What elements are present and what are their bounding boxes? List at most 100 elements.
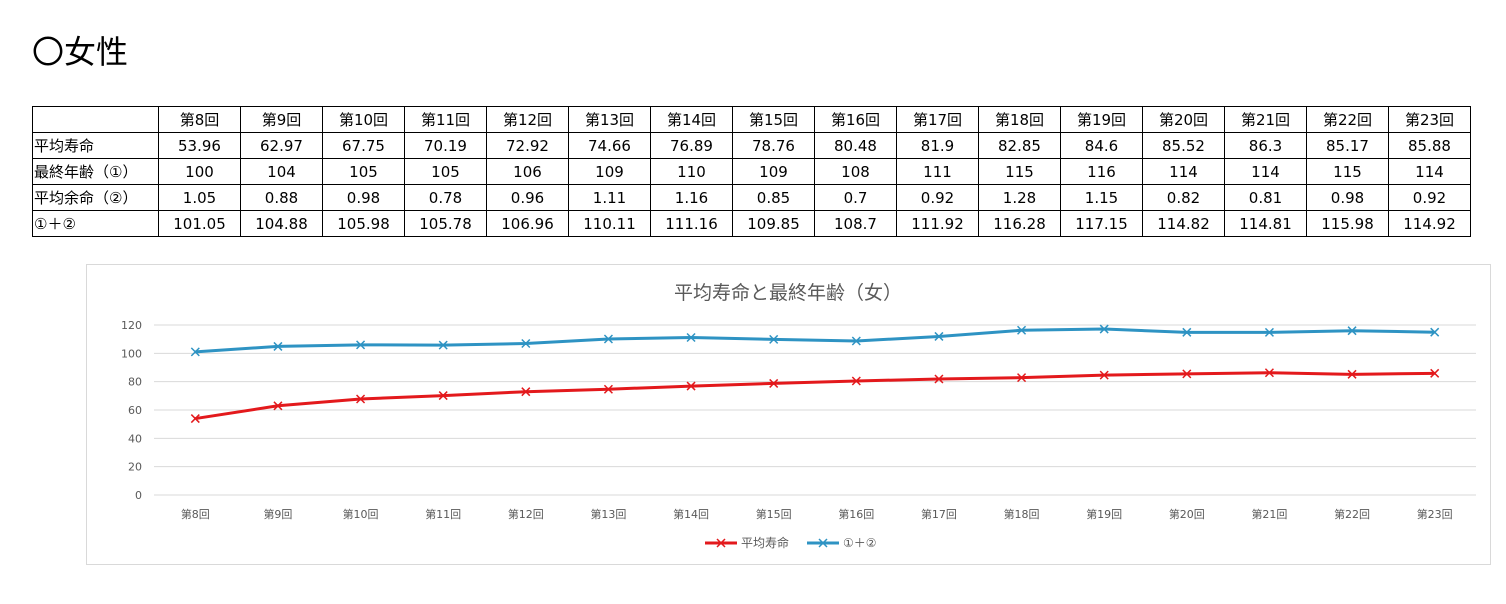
- x-tick-label: 第20回: [1169, 507, 1205, 521]
- x-tick-label: 第9回: [263, 507, 292, 521]
- table-cell: 115.98: [1306, 210, 1389, 237]
- table-cell: 82.85: [978, 132, 1061, 159]
- table-cell: 114.81: [1224, 210, 1307, 237]
- table-cell: 114: [1224, 158, 1307, 185]
- table-cell: 100: [158, 158, 241, 185]
- data-point-marker: [521, 387, 531, 397]
- table-column-header: 第12回: [486, 106, 569, 133]
- table-cell: 115: [1306, 158, 1389, 185]
- data-point-marker: [190, 347, 200, 357]
- table-cell: 110: [650, 158, 733, 185]
- line-chart: 平均寿命と最終年齢（女） 0 20 40 60 80 100 120 第8回 第9回 第10回 第…: [121, 282, 1476, 550]
- x-tick-label: 第15回: [756, 507, 792, 521]
- data-point-marker: [273, 401, 283, 411]
- table-header-row: 第8回 第9回 第10回 第11回 第12回 第13回 第14回 第15回 第16回 第17回 第1…: [32, 106, 1471, 133]
- table-cell: 0.98: [1306, 184, 1389, 211]
- data-point-marker: [1099, 370, 1109, 380]
- data-point-marker: [1017, 373, 1027, 383]
- table-cell: 109: [568, 158, 651, 185]
- table-cell: 67.75: [322, 132, 405, 159]
- table-column-header: 第21回: [1224, 106, 1307, 133]
- table-cell: 109: [732, 158, 815, 185]
- table-row: ①＋② 101.05 104.88 105.98 105.78 106.96 110.11 1…: [32, 210, 1471, 237]
- legend-item: ①＋②: [807, 536, 877, 550]
- table-cell: 108: [814, 158, 897, 185]
- table-column-header: 第22回: [1306, 106, 1389, 133]
- table-column-header: 第18回: [978, 106, 1061, 133]
- data-point-marker: [1017, 325, 1027, 335]
- data-point-marker: [356, 340, 366, 350]
- table-cell: 1.28: [978, 184, 1061, 211]
- table-cell: 108.7: [814, 210, 897, 237]
- data-point-marker: [521, 338, 531, 349]
- x-tick-label: 第19回: [1086, 507, 1122, 521]
- table-cell: 62.97: [240, 132, 323, 159]
- legend-label: ①＋②: [843, 536, 877, 550]
- table-row-label: 平均寿命: [32, 132, 159, 159]
- x-tick-label: 第8回: [181, 507, 210, 521]
- table-cell: 116.28: [978, 210, 1061, 237]
- table-row-label: ①＋②: [32, 210, 159, 237]
- x-tick-label: 第12回: [508, 507, 544, 521]
- table-cell: 0.78: [404, 184, 487, 211]
- table-cell: 0.98: [322, 184, 405, 211]
- y-tick-label: 0: [135, 489, 142, 502]
- series-line: [195, 371, 1435, 421]
- data-point-marker: [1430, 327, 1440, 337]
- table-cell: 0.81: [1224, 184, 1307, 211]
- data-point-marker: [1182, 327, 1192, 337]
- table-cell: 109.85: [732, 210, 815, 237]
- table-cell: 0.88: [240, 184, 323, 211]
- table-column-header: 第19回: [1060, 106, 1143, 133]
- data-point-marker: [438, 391, 448, 401]
- data-point-marker: [686, 332, 696, 343]
- page-heading: 〇女性: [32, 33, 129, 71]
- table-cell: 114: [1142, 158, 1225, 185]
- table-cell: 105.98: [322, 210, 405, 237]
- x-tick-label: 第13回: [590, 507, 626, 521]
- table-column-header: 第8回: [158, 106, 241, 133]
- table-cell: 85.52: [1142, 132, 1225, 159]
- x-tick-label: 第10回: [343, 507, 379, 521]
- y-tick-label: 40: [128, 432, 142, 445]
- table-corner-cell: [32, 106, 159, 133]
- table-cell: 81.9: [896, 132, 979, 159]
- data-point-marker: [851, 336, 861, 346]
- table-cell: 84.6: [1060, 132, 1143, 159]
- table-column-header: 第9回: [240, 106, 323, 133]
- table-cell: 114.82: [1142, 210, 1225, 237]
- x-tick-label: 第22回: [1334, 507, 1370, 521]
- data-point-marker: [1264, 327, 1274, 337]
- y-tick-label: 80: [128, 376, 142, 389]
- table-cell: 110.11: [568, 210, 651, 237]
- data-point-marker: [1347, 369, 1357, 379]
- table-cell: 78.76: [732, 132, 815, 159]
- table-cell: 74.66: [568, 132, 651, 159]
- y-tick-label: 60: [128, 404, 142, 417]
- x-tick-label: 第21回: [1251, 507, 1287, 521]
- data-point-marker: [190, 414, 200, 424]
- table-cell: 101.05: [158, 210, 241, 237]
- data-point-marker: [1099, 324, 1109, 334]
- data-point-marker: [1430, 368, 1440, 378]
- chart-frame: 平均寿命と最終年齢（女） 0 20 40 60 80 100 120 第8回 第9回 第10回 第…: [86, 264, 1491, 565]
- table-column-header: 第11回: [404, 106, 487, 133]
- data-point-marker: [769, 334, 779, 344]
- table-column-header: 第13回: [568, 106, 651, 133]
- table-cell: 72.92: [486, 132, 569, 159]
- table-row-label: 平均余命（②）: [32, 184, 159, 211]
- data-point-marker: [1182, 369, 1192, 379]
- table-cell: 104.88: [240, 210, 323, 237]
- table-cell: 106: [486, 158, 569, 185]
- table-column-header: 第16回: [814, 106, 897, 133]
- table-column-header: 第10回: [322, 106, 405, 133]
- table-column-header: 第20回: [1142, 106, 1225, 133]
- table-cell: 105.78: [404, 210, 487, 237]
- y-tick-label: 20: [128, 461, 142, 474]
- table-cell: 1.15: [1060, 184, 1143, 211]
- table-row-label: 最終年齢（①）: [32, 158, 159, 185]
- chart-title: 平均寿命と最終年齢（女）: [674, 282, 902, 304]
- table-cell: 116: [1060, 158, 1143, 185]
- legend-item: 平均寿命: [705, 535, 789, 550]
- data-point-marker: [686, 381, 696, 391]
